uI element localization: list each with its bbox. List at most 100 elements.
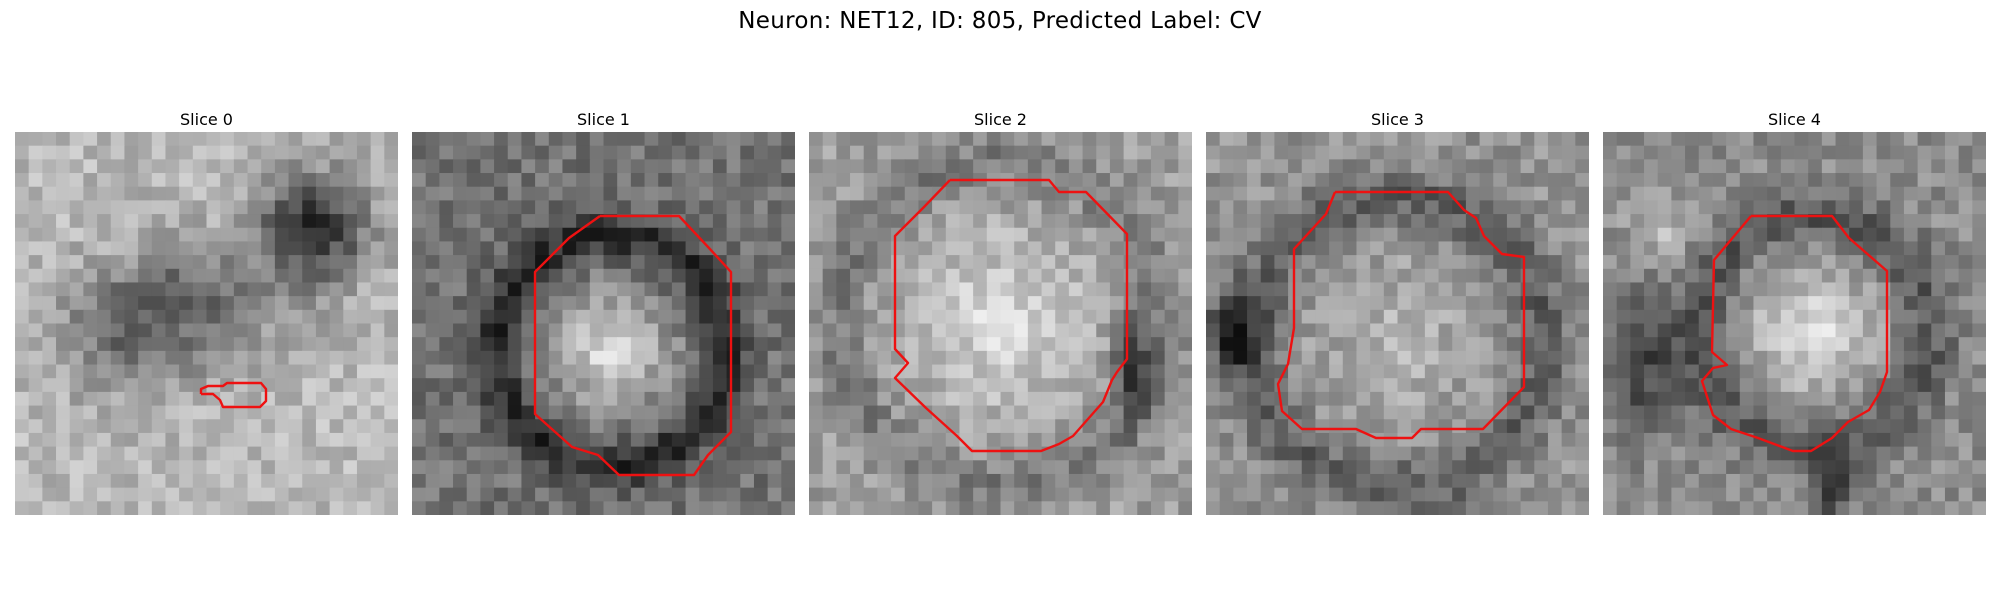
- pixel: [1424, 200, 1440, 215]
- pixel: [945, 391, 961, 407]
- pixel: [658, 241, 673, 256]
- pixel: [302, 350, 317, 366]
- pixel: [1821, 391, 1837, 407]
- pixel: [165, 323, 180, 338]
- pixel: [233, 227, 249, 243]
- pixel: [685, 432, 700, 448]
- pixel: [1520, 364, 1535, 379]
- pixel: [959, 214, 974, 229]
- pixel: [685, 241, 700, 256]
- pixel: [932, 132, 947, 147]
- pixel: [220, 501, 235, 515]
- pixel: [1164, 309, 1179, 325]
- pixel: [1096, 432, 1111, 448]
- pixel: [28, 460, 43, 475]
- pixel: [1055, 405, 1070, 420]
- pixel: [1506, 501, 1522, 515]
- pixel: [644, 173, 659, 188]
- pixel: [945, 132, 961, 147]
- pixel: [809, 241, 824, 256]
- pixel: [1027, 337, 1043, 352]
- pixel: [1506, 145, 1522, 160]
- pixel: [1479, 337, 1494, 352]
- pixel: [562, 214, 577, 229]
- pixel: [1109, 473, 1125, 489]
- pixel: [959, 282, 974, 297]
- pixel: [1534, 391, 1549, 407]
- pixel: [1780, 173, 1796, 188]
- pixel: [1370, 132, 1385, 147]
- pixel: [562, 145, 577, 160]
- pixel: [1096, 145, 1111, 160]
- pixel: [1917, 132, 1932, 147]
- pixel: [1260, 159, 1275, 174]
- pixel: [1794, 446, 1809, 461]
- pixel: [192, 214, 208, 229]
- pixel: [1370, 296, 1385, 311]
- pixel: [617, 337, 632, 352]
- pixel: [220, 227, 235, 243]
- pixel: [425, 419, 440, 434]
- pixel: [165, 145, 180, 160]
- pixel: [1644, 309, 1659, 325]
- pixel: [671, 159, 687, 174]
- pixel: [192, 337, 208, 352]
- pixel: [1616, 227, 1631, 243]
- pixel: [576, 323, 591, 338]
- pixel: [1644, 446, 1659, 461]
- pixel: [740, 432, 755, 448]
- pixel: [329, 473, 344, 489]
- pixel: [671, 473, 687, 489]
- pixel: [1876, 487, 1891, 502]
- pixel: [809, 323, 824, 338]
- pixel: [671, 132, 687, 147]
- pixel: [1931, 214, 1946, 229]
- pixel: [206, 200, 221, 215]
- pixel: [904, 487, 920, 502]
- pixel: [494, 132, 509, 147]
- pixel: [466, 323, 481, 338]
- pixel: [165, 282, 180, 297]
- pixel: [562, 391, 577, 407]
- pixel: [1219, 268, 1234, 284]
- pixel: [1671, 186, 1686, 201]
- pixel: [850, 145, 865, 160]
- pixel: [1274, 460, 1289, 475]
- pixel: [315, 473, 331, 489]
- slice-title: Slice 4: [1768, 110, 1821, 129]
- pixel: [151, 186, 167, 201]
- pixel: [1630, 460, 1645, 475]
- pixel: [1575, 145, 1589, 160]
- pixel: [1206, 350, 1221, 366]
- pixel: [548, 173, 564, 188]
- pixel: [1849, 200, 1864, 215]
- pixel: [1096, 323, 1111, 338]
- pixel: [1821, 473, 1837, 489]
- pixel: [1712, 186, 1727, 201]
- pixel: [521, 460, 536, 475]
- pixel: [712, 405, 728, 420]
- pixel: [945, 145, 961, 160]
- pixel: [1247, 419, 1262, 434]
- pixel: [1780, 337, 1796, 352]
- pixel: [1876, 309, 1891, 325]
- pixel: [466, 309, 481, 325]
- pixel: [1849, 214, 1864, 229]
- pixel: [1342, 473, 1358, 489]
- pixel: [494, 378, 509, 393]
- pixel: [1657, 364, 1672, 379]
- pixel: [83, 323, 98, 338]
- pixel: [1274, 282, 1289, 297]
- pixel: [822, 419, 837, 434]
- pixel: [1726, 282, 1741, 297]
- pixel: [288, 241, 303, 256]
- pixel: [781, 350, 795, 366]
- pixel: [1274, 268, 1289, 284]
- pixel: [315, 446, 331, 461]
- pixel: [1534, 296, 1549, 311]
- pixel: [494, 296, 509, 311]
- pixel: [1547, 255, 1563, 270]
- pixel: [1862, 323, 1878, 338]
- pixel: [603, 350, 618, 366]
- pixel: [97, 282, 112, 297]
